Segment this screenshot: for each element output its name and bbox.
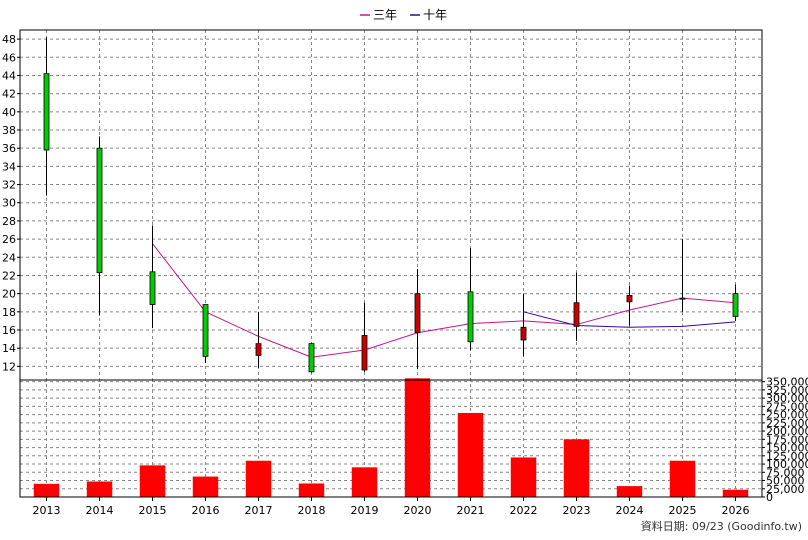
volume-tick-label: 75,000 [766,466,805,479]
volume-tick-label: 350,000 [766,376,808,389]
legend: 三年 十年 [360,8,447,22]
candle-body-2022 [520,326,527,341]
ma-line-1 [523,311,736,328]
volume-bar-2020 [404,378,431,497]
x-tick-label: 2021 [457,504,485,517]
volume-tick-label: 50,000 [766,475,805,488]
volume-bar-2026 [722,489,749,497]
volume-bar-2016 [192,476,219,497]
candle-body-2023 [573,302,580,327]
volume-tick-label: 200,000 [766,425,808,438]
price-tick-label: 46 [2,51,16,64]
volume-bar-2017 [245,460,272,497]
price-tick-label: 40 [2,106,16,119]
volume-bar-2024 [616,486,643,497]
price-panel-border [19,29,763,381]
x-tick-label: 2015 [139,504,167,517]
volume-tick-label: 300,000 [766,392,808,405]
candle-body-2018 [308,343,315,373]
candle-body-2015 [149,271,156,305]
candle-body-2017 [255,343,262,356]
price-tick-label: 14 [2,342,16,355]
x-tick-label: 2020 [404,504,432,517]
x-axis: 2013 2014 2015 2016 2017 2018 2019 2020 2021 2022… [33,497,750,517]
data-date-footer: 資料日期: 09/23 (Goodinfo.tw) [640,520,802,533]
price-tick-label: 32 [2,179,16,192]
x-tick-label: 2019 [351,504,379,517]
legend-label: 三年 [373,8,397,22]
price-tick-label: 16 [2,324,16,337]
price-tick-label: 28 [2,215,16,228]
candle-body-2026 [732,293,739,317]
volume-bars [33,378,749,497]
candle-body-2025 [679,297,686,300]
x-tick-label: 2014 [86,504,114,517]
volume-tick-label: 275,000 [766,400,808,413]
volume-panel-border [19,379,763,498]
volume-bar-2014 [86,481,113,497]
volume-bar-2013 [33,483,60,497]
price-tick-label: 20 [2,288,16,301]
price-axis: 12 14 16 18 20 22 24 26 28 30 32 34 36 38 40 42 44 46 48 [2,33,20,373]
volume-tick-label: 175,000 [766,433,808,446]
candle-body-2016 [202,304,209,357]
candle-body-2024 [626,295,633,303]
price-tick-label: 36 [2,142,16,155]
candle-body-2019 [361,335,368,371]
volume-bar-2025 [669,460,696,497]
price-tick-label: 34 [2,160,16,173]
candle-body-2020 [414,293,421,334]
volume-tick-label: 0 [766,491,773,504]
x-tick-label: 2022 [510,504,538,517]
price-tick-label: 48 [2,33,16,46]
volume-bar-2021 [457,412,484,497]
volume-bar-2015 [139,465,166,497]
volume-axis: 025,00050,00075,000100,000125,000150,000… [762,376,808,504]
price-tick-label: 26 [2,233,16,246]
candlesticks [43,37,739,373]
price-tick-label: 22 [2,269,16,282]
price-tick-label: 44 [2,69,16,82]
volume-grid [20,381,762,498]
volume-tick-label: 325,000 [766,384,808,397]
x-tick-label: 2013 [33,504,61,517]
price-tick-label: 12 [2,360,16,373]
price-tick-label: 24 [2,251,16,264]
x-tick-label: 2017 [245,504,273,517]
legend-label: 十年 [423,8,447,22]
price-tick-label: 42 [2,88,16,101]
price-tick-label: 18 [2,306,16,319]
volume-tick-label: 250,000 [766,409,808,422]
ma-line-0 [152,243,736,358]
candle-body-2013 [43,73,50,151]
volume-bar-2018 [298,483,325,497]
candle-body-2021 [467,291,474,343]
volume-tick-label: 125,000 [766,450,808,463]
volume-tick-label: 100,000 [766,458,808,471]
x-tick-label: 2026 [722,504,750,517]
price-tick-label: 30 [2,197,16,210]
x-tick-label: 2016 [192,504,220,517]
volume-tick-label: 150,000 [766,442,808,455]
moving-average-lines [152,243,736,358]
x-tick-label: 2024 [616,504,644,517]
x-tick-label: 2018 [298,504,326,517]
volume-bar-2023 [563,439,590,497]
plot-frame [19,29,763,498]
price-tick-label: 38 [2,124,16,137]
price-grid [20,30,762,497]
candle-body-2014 [96,147,103,274]
volume-tick-label: 225,000 [766,417,808,430]
volume-bar-2022 [510,457,537,497]
x-tick-label: 2025 [669,504,697,517]
x-tick-label: 2023 [563,504,591,517]
volume-tick-label: 25,000 [766,483,805,496]
volume-bar-2019 [351,467,378,497]
